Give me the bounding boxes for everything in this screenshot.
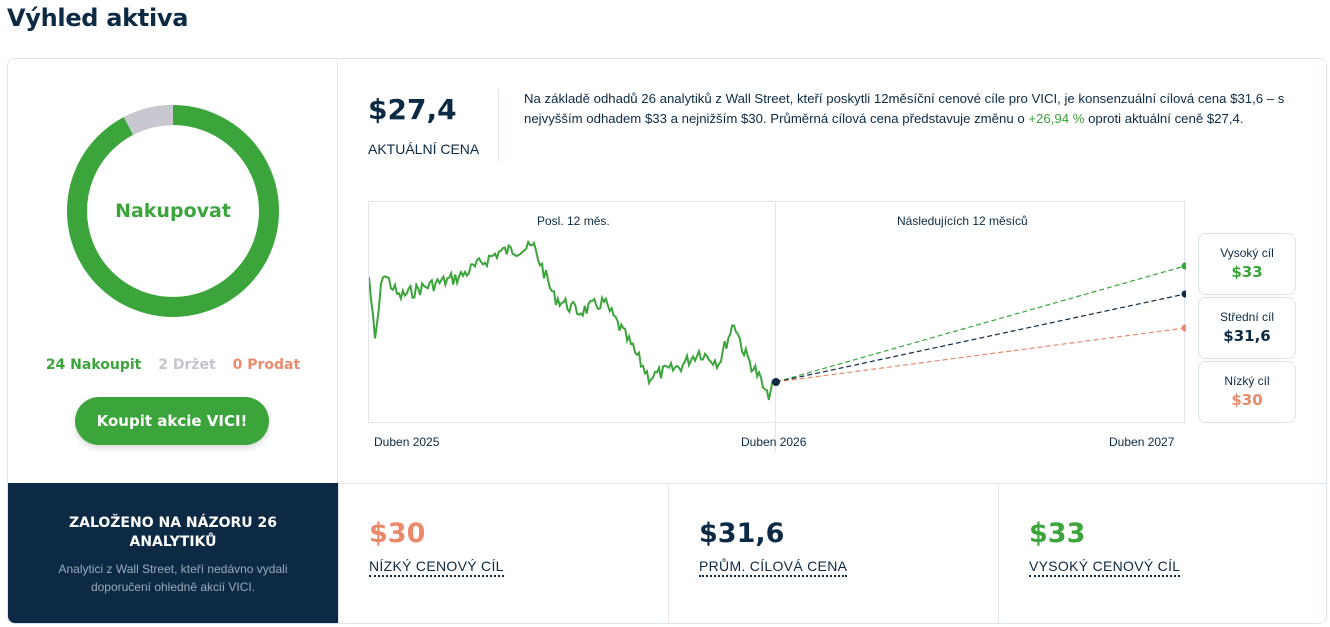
avg-target-stat-label[interactable]: PRŮM. CÍLOVÁ CENA [699,558,848,577]
low-target-stat: $30 NÍZKÝ CENOVÝ CÍL [338,483,668,623]
buy-stock-button[interactable]: Koupit akcie VICI! [75,397,269,445]
high-target-line [775,265,1186,383]
analyst-basis-title: ZALOŽENO NA NÁZORU 26 ANALYTIKŮ [68,515,278,550]
x-label-end: Duben 2027 [1109,435,1175,449]
price-target-panel: $27,4 AKTUÁLNÍ CENA Na základě odhadů 26… [338,59,1326,483]
high-target-stat: $33 VYSOKÝ CENOVÝ CÍL [998,483,1326,623]
high-target-card: Vysoký cíl $33 [1198,233,1296,295]
divider [498,89,499,161]
high-target-point [1181,262,1186,270]
analyst-basis-panel: ZALOŽENO NA NÁZORU 26 ANALYTIKŮ Analytic… [8,483,338,623]
low-target-stat-label[interactable]: NÍZKÝ CENOVÝ CÍL [369,558,504,577]
asset-outlook-card: Nakupovat 24 Nakoupit 2 Držet 0 Prodat K… [7,58,1327,624]
price-forecast-chart: Posl. 12 měs. Následujících 12 měsíců [368,201,1186,452]
mid-target-card: Střední cíl $31,6 [1198,297,1296,359]
low-target-value: $30 [1231,391,1263,409]
x-label-mid: Duben 2026 [741,435,807,449]
analyst-summary: Na základě odhadů 26 analytiků z Wall St… [524,89,1304,129]
price-history-line [369,239,777,401]
current-price-label: AKTUÁLNÍ CENA [368,141,480,157]
low-target-stat-value: $30 [369,518,426,549]
high-target-stat-value: $33 [1029,518,1086,549]
chart-svg [369,239,1186,401]
consensus-rating-label: Nakupovat [115,200,231,222]
analyst-basis-subtitle: Analytici z Wall Street, kteří nedávno v… [58,562,288,594]
sell-count: 0 Prodat [232,357,301,373]
mid-target-line [775,293,1186,383]
high-target-label: Vysoký cíl [1220,246,1274,260]
hold-count: 2 Držet [158,357,216,373]
mid-target-point [1181,290,1186,298]
rating-donut-chart: Nakupovat [65,103,281,319]
chart-divider [775,202,776,452]
future-period-title: Následujících 12 měsíců [897,214,1028,228]
summary-text-after: oproti aktuální ceně $27,4. [1084,111,1244,126]
high-target-value: $33 [1231,263,1263,281]
x-label-start: Duben 2025 [374,435,440,449]
mid-target-value: $31,6 [1223,327,1271,345]
avg-target-stat: $31,6 PRŮM. CÍLOVÁ CENA [668,483,998,623]
low-target-line [775,327,1186,383]
donut-hold-segment [123,105,174,136]
low-target-label: Nízký cíl [1224,374,1270,388]
summary-pct-change: +26,94 % [1028,111,1085,126]
rating-votes: 24 Nakoupit 2 Držet 0 Prodat [8,357,338,373]
mid-target-label: Střední cíl [1219,310,1275,324]
current-price: $27,4 [368,93,457,126]
donut-svg [67,105,279,317]
summary-text-before: Na základě odhadů 26 analytiků z Wall St… [524,91,1285,126]
current-price-point [772,378,780,386]
low-target-card: Nízký cíl $30 [1198,361,1296,423]
high-target-stat-label[interactable]: VYSOKÝ CENOVÝ CÍL [1029,558,1181,577]
past-period-title: Posl. 12 měs. [537,214,610,228]
low-target-point [1181,324,1186,332]
avg-target-stat-value: $31,6 [699,518,785,549]
buy-count: 24 Nakoupit [45,357,142,373]
page-title: Výhled aktiva [7,4,189,32]
rating-panel: Nakupovat 24 Nakoupit 2 Držet 0 Prodat K… [8,59,338,483]
